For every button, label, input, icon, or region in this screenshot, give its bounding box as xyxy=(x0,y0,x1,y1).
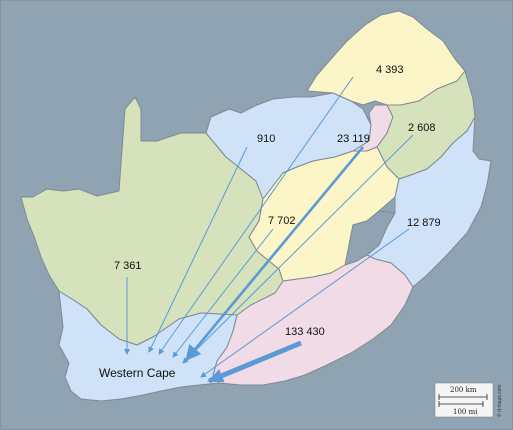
province-western-cape xyxy=(58,290,238,402)
flow-label-northern-cape: 7 361 xyxy=(114,260,142,272)
flow-label-north-west: 910 xyxy=(257,133,275,145)
flow-label-eastern-cape: 133 430 xyxy=(285,326,325,338)
flow-arrow-free-state xyxy=(172,228,274,358)
flow-arrow-limpopo xyxy=(158,76,354,355)
flow-label-gauteng: 23 119 xyxy=(337,133,370,145)
flow-arrow-gauteng xyxy=(185,146,365,362)
flow-label-free-state: 7 702 xyxy=(268,215,296,227)
flow-arrow-north-west xyxy=(148,146,248,353)
flow-arrows xyxy=(124,76,414,384)
flow-arrow-mpumalanga xyxy=(182,134,414,364)
flow-label-kwazulu-natal: 12 879 xyxy=(407,217,441,229)
scale-mi-label: 100 mi xyxy=(453,408,478,416)
destination-label: Western Cape xyxy=(99,366,176,380)
province-limpopo xyxy=(306,10,466,106)
flow-arrow-kwazulu-natal xyxy=(200,228,410,378)
map-credit: © d-maps.com xyxy=(496,384,503,417)
flow-arrow-eastern-cape xyxy=(207,340,302,384)
scale-bar: 200 km 100 mi xyxy=(434,382,494,418)
lesotho xyxy=(344,210,396,266)
flow-label-limpopo: 4 393 xyxy=(376,64,404,76)
scale-km-label: 200 km xyxy=(450,386,477,394)
flow-label-mpumalanga: 2 608 xyxy=(408,122,436,134)
